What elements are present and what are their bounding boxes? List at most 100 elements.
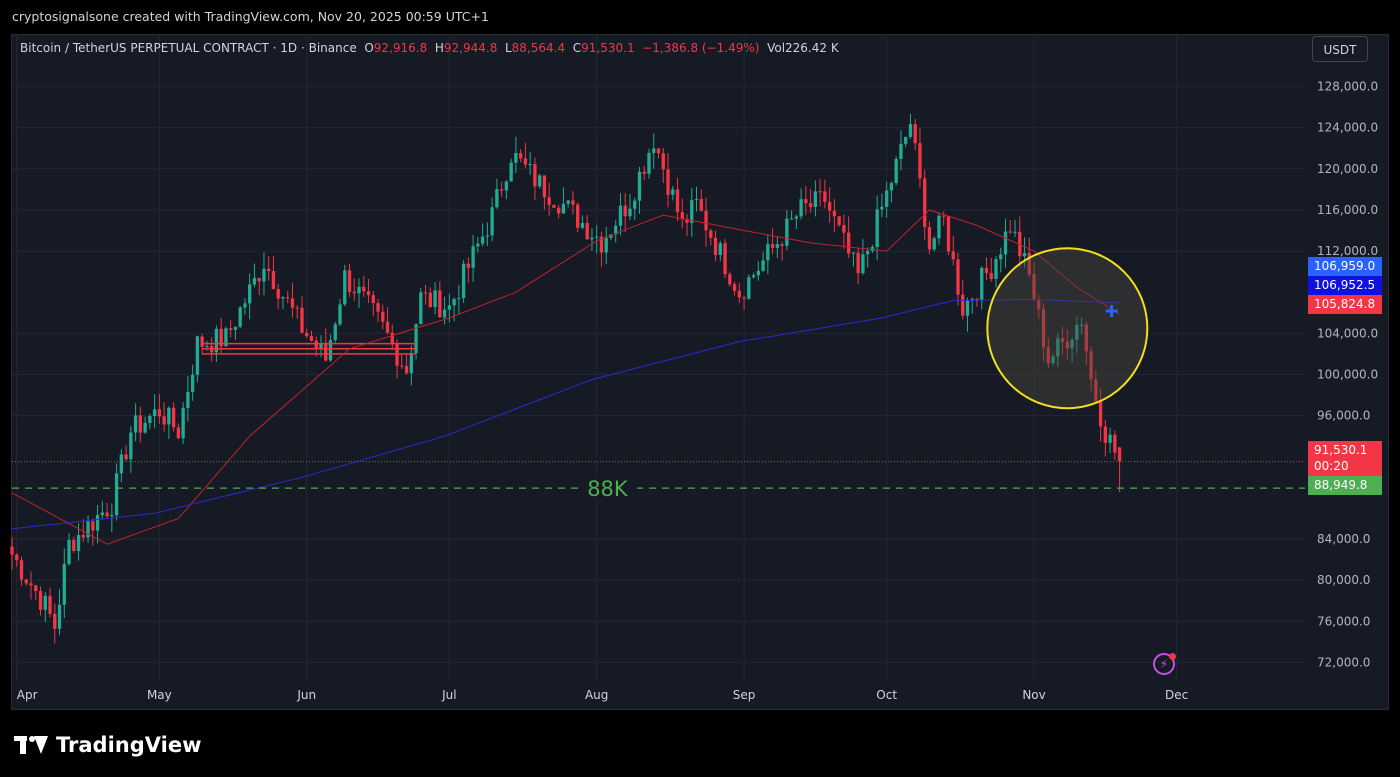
candle: [728, 271, 732, 287]
candle: [466, 257, 471, 283]
candle-body: [442, 309, 447, 318]
candle-body: [409, 352, 413, 374]
candle: [376, 298, 380, 322]
candle-body: [704, 210, 708, 231]
candle-body: [1032, 274, 1036, 301]
candle-body: [243, 303, 247, 308]
candle: [614, 220, 618, 243]
candle-body: [1037, 300, 1041, 310]
candle-body: [533, 164, 537, 187]
candle: [105, 502, 109, 519]
candle: [1084, 321, 1088, 366]
brand[interactable]: TradingView: [14, 733, 201, 757]
candle-body: [385, 321, 390, 333]
candle-body: [290, 298, 295, 308]
candle: [72, 536, 76, 554]
candle-body: [561, 203, 566, 214]
candle: [129, 426, 133, 473]
candle-body: [628, 208, 632, 217]
candle-body: [129, 432, 133, 460]
candle-body: [34, 585, 38, 592]
candle: [747, 274, 751, 300]
candle: [804, 186, 808, 215]
candle-body: [238, 307, 242, 327]
candle-body: [984, 267, 989, 273]
candle-body: [1013, 231, 1017, 233]
candles: [10, 113, 1122, 644]
candle-body: [1065, 341, 1069, 349]
candle: [1094, 370, 1098, 403]
candle-body: [423, 292, 428, 294]
candle: [423, 284, 428, 305]
currency-button[interactable]: USDT: [1312, 36, 1368, 62]
candle-body: [1027, 253, 1031, 275]
candle: [148, 413, 152, 430]
x-axis-ticks: Apr May Jun Jul Aug Sep Oct Nov Dec: [17, 688, 1189, 702]
candle-body: [523, 158, 528, 165]
candle-body: [932, 238, 936, 250]
candle: [371, 291, 375, 316]
candle: [499, 181, 504, 197]
candle-body: [133, 415, 138, 433]
candle-body: [43, 595, 47, 610]
candle-body: [81, 535, 85, 538]
candle-body: [756, 270, 760, 276]
candle-body: [865, 250, 870, 255]
candle: [690, 187, 694, 237]
candle: [295, 305, 299, 319]
candle-body: [908, 124, 913, 137]
y-tick-label: 124,000.0: [1317, 121, 1378, 135]
chart-panel[interactable]: [11, 34, 1389, 710]
candle-body: [723, 243, 727, 275]
candle: [476, 236, 480, 253]
candle: [1008, 220, 1012, 235]
candle-body: [552, 204, 556, 208]
candle-body: [357, 286, 361, 294]
candle: [1103, 419, 1108, 457]
candle: [880, 193, 884, 218]
candle: [490, 197, 494, 242]
candle: [942, 211, 946, 226]
candle: [899, 130, 903, 171]
candle-body: [975, 298, 979, 300]
candle-body: [271, 271, 276, 290]
candle-body: [67, 539, 71, 565]
candle: [913, 118, 917, 151]
candle-body: [728, 274, 732, 285]
candle-body: [713, 237, 718, 255]
candle: [514, 136, 518, 173]
candle: [642, 166, 646, 181]
candle-body: [999, 254, 1003, 260]
candle-body: [571, 200, 575, 205]
candle-body: [328, 340, 333, 361]
candle-body: [647, 152, 651, 174]
lightning-icon[interactable]: ⚡: [1153, 653, 1175, 675]
support-level-label: 88K: [587, 477, 629, 501]
candle: [999, 247, 1003, 273]
candle: [713, 230, 718, 262]
candle-body: [461, 263, 466, 299]
candle: [1003, 218, 1008, 268]
candle: [528, 152, 532, 175]
candle-body: [804, 199, 808, 204]
candle-body: [490, 207, 494, 236]
candle-body: [566, 200, 570, 204]
candle-body: [989, 272, 993, 279]
candle-body: [580, 222, 585, 228]
change-value: −1,386.8 (−1.49%): [642, 41, 760, 55]
candle: [81, 519, 85, 543]
candle: [975, 297, 979, 307]
candle: [419, 287, 423, 325]
candle-body: [419, 292, 423, 325]
candle-body: [980, 267, 984, 300]
candle: [34, 584, 38, 600]
candle-body: [480, 236, 485, 244]
candle: [927, 221, 932, 255]
candle: [290, 282, 295, 318]
candle: [870, 244, 875, 253]
candle-body: [371, 295, 375, 304]
candle: [961, 280, 965, 320]
candle-body: [780, 244, 784, 246]
candle-body: [190, 374, 195, 392]
